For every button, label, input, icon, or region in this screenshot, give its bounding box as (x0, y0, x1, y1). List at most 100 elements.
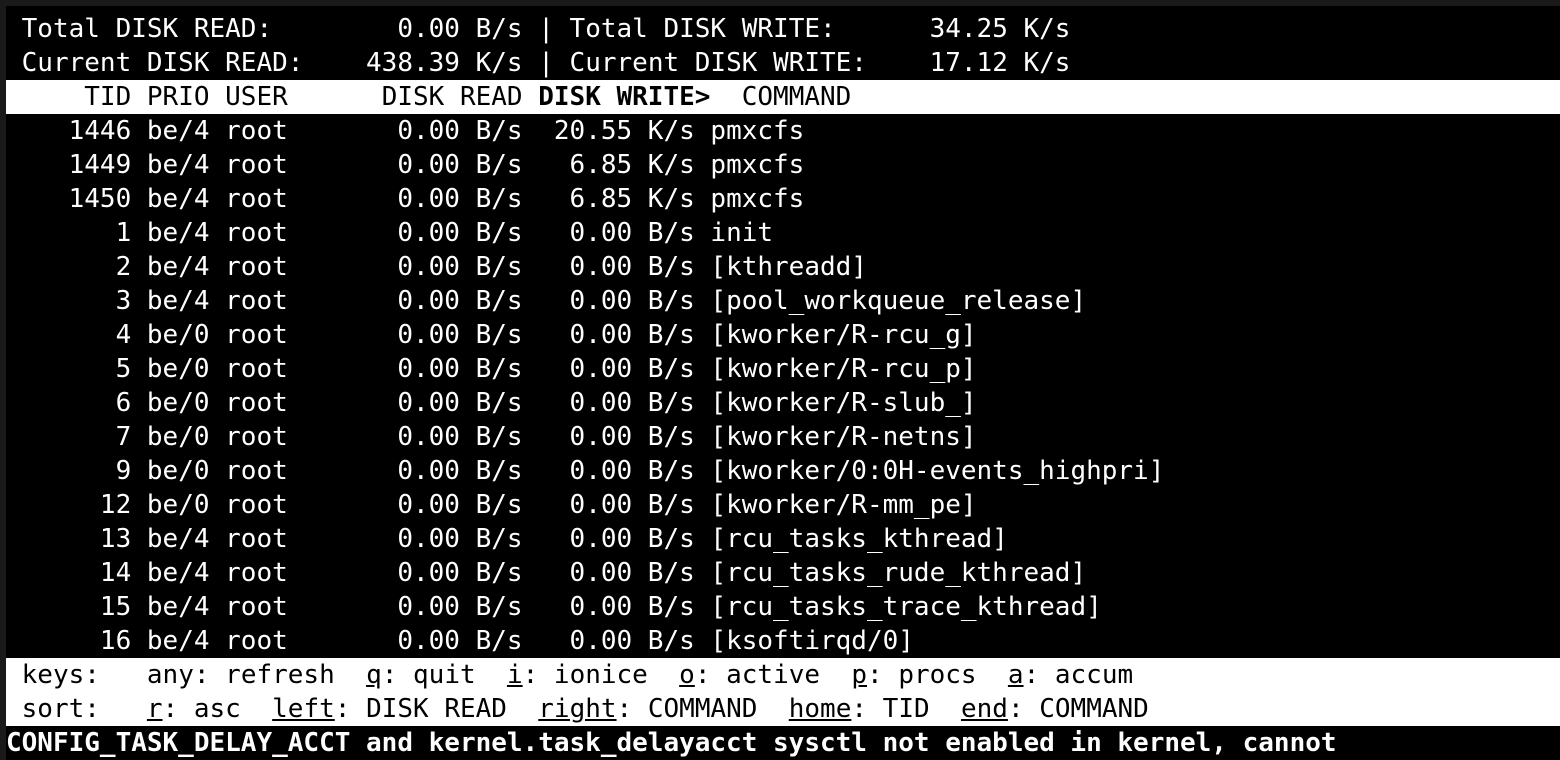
process-list[interactable]: 1446 be/4 root 0.00 B/s 20.55 K/s pmxcfs… (6, 114, 1560, 658)
table-row[interactable]: 5 be/0 root 0.00 B/s 0.00 B/s [kworker/R… (6, 352, 1560, 386)
cell-prio: be/4 (131, 592, 226, 622)
cell-prio: be/4 (131, 558, 226, 588)
hotkey-underlined-i: i (506, 660, 523, 690)
cell-command: pmxcfs (694, 184, 805, 214)
footer-sort-row[interactable]: sort: r: asc left: DISK READ right: COMM… (6, 692, 1560, 726)
cell-disk-read: 0.00 B/s (350, 558, 523, 588)
cell-tid: 14 (6, 558, 132, 588)
table-row[interactable]: 1446 be/4 root 0.00 B/s 20.55 K/s pmxcfs (6, 114, 1560, 148)
cell-user: root (225, 354, 351, 384)
hotkey-underlined-end: end (960, 694, 1008, 724)
cell-tid: 1449 (6, 150, 132, 180)
cell-tid: 6 (6, 388, 132, 418)
cell-disk-read: 0.00 B/s (350, 388, 523, 418)
table-row[interactable]: 4 be/0 root 0.00 B/s 0.00 B/s [kworker/R… (6, 318, 1560, 352)
footer-hotkey-home[interactable]: home: TID (789, 694, 930, 724)
cell-user: root (225, 184, 351, 214)
summary-row-current: Current DISK READ: 438.39 K/s | Current … (6, 46, 1560, 80)
cell-disk-read: 0.00 B/s (350, 354, 523, 384)
footer-label: keys: (6, 660, 147, 690)
cell-tid: 13 (6, 524, 132, 554)
footer-hotkey-right[interactable]: right: COMMAND (538, 694, 757, 724)
footer-gap (476, 660, 507, 690)
cell-prio: be/4 (131, 524, 226, 554)
hotkey-action-right: : COMMAND (616, 694, 758, 724)
table-row[interactable]: 1450 be/4 root 0.00 B/s 6.85 K/s pmxcfs (6, 182, 1560, 216)
hotkey-action-o: : active (694, 660, 821, 690)
cell-command: [kworker/R-slub_] (694, 388, 977, 418)
table-row[interactable]: 6 be/0 root 0.00 B/s 0.00 B/s [kworker/R… (6, 386, 1560, 420)
cell-command: [ksoftirqd/0] (694, 626, 914, 656)
cell-user: root (225, 286, 351, 316)
hotkey-action-any: : refresh (193, 660, 335, 690)
cell-tid: 1 (6, 218, 132, 248)
cell-prio: be/4 (131, 184, 226, 214)
cell-user: root (225, 490, 351, 520)
cell-tid: 2 (6, 252, 132, 282)
cell-tid: 3 (6, 286, 132, 316)
table-row[interactable]: 9 be/0 root 0.00 B/s 0.00 B/s [kworker/0… (6, 454, 1560, 488)
table-row[interactable]: 13 be/4 root 0.00 B/s 0.00 B/s [rcu_task… (6, 522, 1560, 556)
footer-hotkey-a[interactable]: a: accum (1008, 660, 1133, 690)
cell-command: [rcu_tasks_trace_kthread] (694, 592, 1102, 622)
hotkey-underlined-left: left (272, 694, 335, 724)
hotkey-action-r: : asc (162, 694, 241, 724)
hotkey-underlined-home: home (788, 694, 852, 724)
table-row[interactable]: 14 be/4 root 0.00 B/s 0.00 B/s [rcu_task… (6, 556, 1560, 590)
table-row[interactable]: 16 be/4 root 0.00 B/s 0.00 B/s [ksoftirq… (6, 624, 1560, 658)
cell-disk-write: 0.00 B/s (522, 388, 695, 418)
hotkey-underlined-a: a (1007, 660, 1024, 690)
footer-hotkey-o[interactable]: o: active (679, 660, 820, 690)
cell-prio: be/0 (131, 422, 226, 452)
footer-hotkey-p[interactable]: p: procs (851, 660, 976, 690)
cell-disk-read: 0.00 B/s (350, 286, 523, 316)
footer-hotkey-q[interactable]: q: quit (366, 660, 476, 690)
column-header-tid: TID (6, 82, 132, 112)
footer-hotkey-left[interactable]: left: DISK READ (272, 694, 507, 724)
cell-prio: be/4 (131, 218, 226, 248)
summary-right-label-1: Current DISK WRITE: (569, 48, 914, 78)
hotkey-underlined-right: right (538, 694, 617, 724)
cell-prio: be/0 (131, 456, 226, 486)
hotkey-action-i: : ionice (522, 660, 648, 690)
cell-disk-read: 0.00 B/s (350, 320, 523, 350)
table-row[interactable]: 12 be/0 root 0.00 B/s 0.00 B/s [kworker/… (6, 488, 1560, 522)
cell-tid: 15 (6, 592, 132, 622)
cell-user: root (225, 218, 351, 248)
table-row[interactable]: 3 be/4 root 0.00 B/s 0.00 B/s [pool_work… (6, 284, 1560, 318)
cell-prio: be/0 (131, 388, 226, 418)
summary-row-total: Total DISK READ: 0.00 B/s | Total DISK W… (6, 12, 1560, 46)
cell-disk-write: 20.55 K/s (522, 116, 695, 146)
hotkey-underlined-r: r (146, 694, 163, 724)
cell-command: [kworker/R-mm_pe] (694, 490, 977, 520)
cell-prio: be/4 (131, 150, 226, 180)
table-row[interactable]: 2 be/4 root 0.00 B/s 0.00 B/s [kthreadd] (6, 250, 1560, 284)
table-row[interactable]: 15 be/4 root 0.00 B/s 0.00 B/s [rcu_task… (6, 590, 1560, 624)
footer-hotkey-any[interactable]: any: refresh (147, 660, 335, 690)
cell-user: root (225, 558, 351, 588)
cell-prio: be/0 (131, 490, 226, 520)
cell-command: [kworker/R-rcu_p] (694, 354, 977, 384)
cell-disk-read: 0.00 B/s (350, 592, 523, 622)
hotkey-action-home: : TID (851, 694, 930, 724)
table-header-row[interactable]: TID PRIO USER DISK READ DISK WRITE> COMM… (6, 80, 1560, 114)
cell-disk-write: 0.00 B/s (522, 252, 695, 282)
column-header-disk-write: DISK WRITE> (522, 82, 711, 112)
cell-disk-write: 0.00 B/s (522, 524, 695, 554)
cell-disk-write: 0.00 B/s (522, 218, 695, 248)
iotop-terminal[interactable]: Total DISK READ: 0.00 B/s | Total DISK W… (6, 6, 1560, 760)
cell-tid: 12 (6, 490, 132, 520)
summary-left-value-0: 0.00 B/s (366, 14, 523, 44)
table-row[interactable]: 1449 be/4 root 0.00 B/s 6.85 K/s pmxcfs (6, 148, 1560, 182)
table-row[interactable]: 7 be/0 root 0.00 B/s 0.00 B/s [kworker/R… (6, 420, 1560, 454)
footer-hotkey-i[interactable]: i: ionice (507, 660, 648, 690)
footer-keys-row[interactable]: keys: any: refresh q: quit i: ionice o: … (6, 658, 1560, 692)
footer-gap (648, 660, 679, 690)
cell-user: root (225, 116, 351, 146)
footer-hotkey-r[interactable]: r: asc (147, 694, 241, 724)
cell-disk-write: 0.00 B/s (522, 626, 695, 656)
cell-user: root (225, 626, 351, 656)
footer-hotkey-end[interactable]: end: COMMAND (961, 694, 1149, 724)
table-row[interactable]: 1 be/4 root 0.00 B/s 0.00 B/s init (6, 216, 1560, 250)
